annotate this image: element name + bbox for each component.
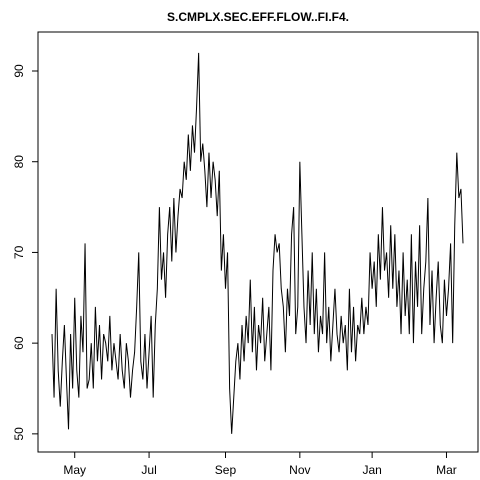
y-tick-label: 70 <box>12 245 26 259</box>
y-tick-label: 60 <box>12 336 26 350</box>
x-tick-label: Jan <box>362 463 381 477</box>
chart-title: S.CMPLX.SEC.EFF.FLOW..FI.F4. <box>167 10 349 24</box>
x-tick-label: Mar <box>436 463 457 477</box>
y-tick-label: 50 <box>12 427 26 441</box>
y-tick-label: 80 <box>12 155 26 169</box>
data-line <box>51 52 464 434</box>
x-tick-label: May <box>63 463 86 477</box>
y-tick-label: 90 <box>12 64 26 78</box>
x-tick-label: Sep <box>215 463 237 477</box>
plot-box <box>37 31 479 453</box>
x-tick-label: Nov <box>289 463 310 477</box>
x-tick-label: Jul <box>141 463 156 477</box>
